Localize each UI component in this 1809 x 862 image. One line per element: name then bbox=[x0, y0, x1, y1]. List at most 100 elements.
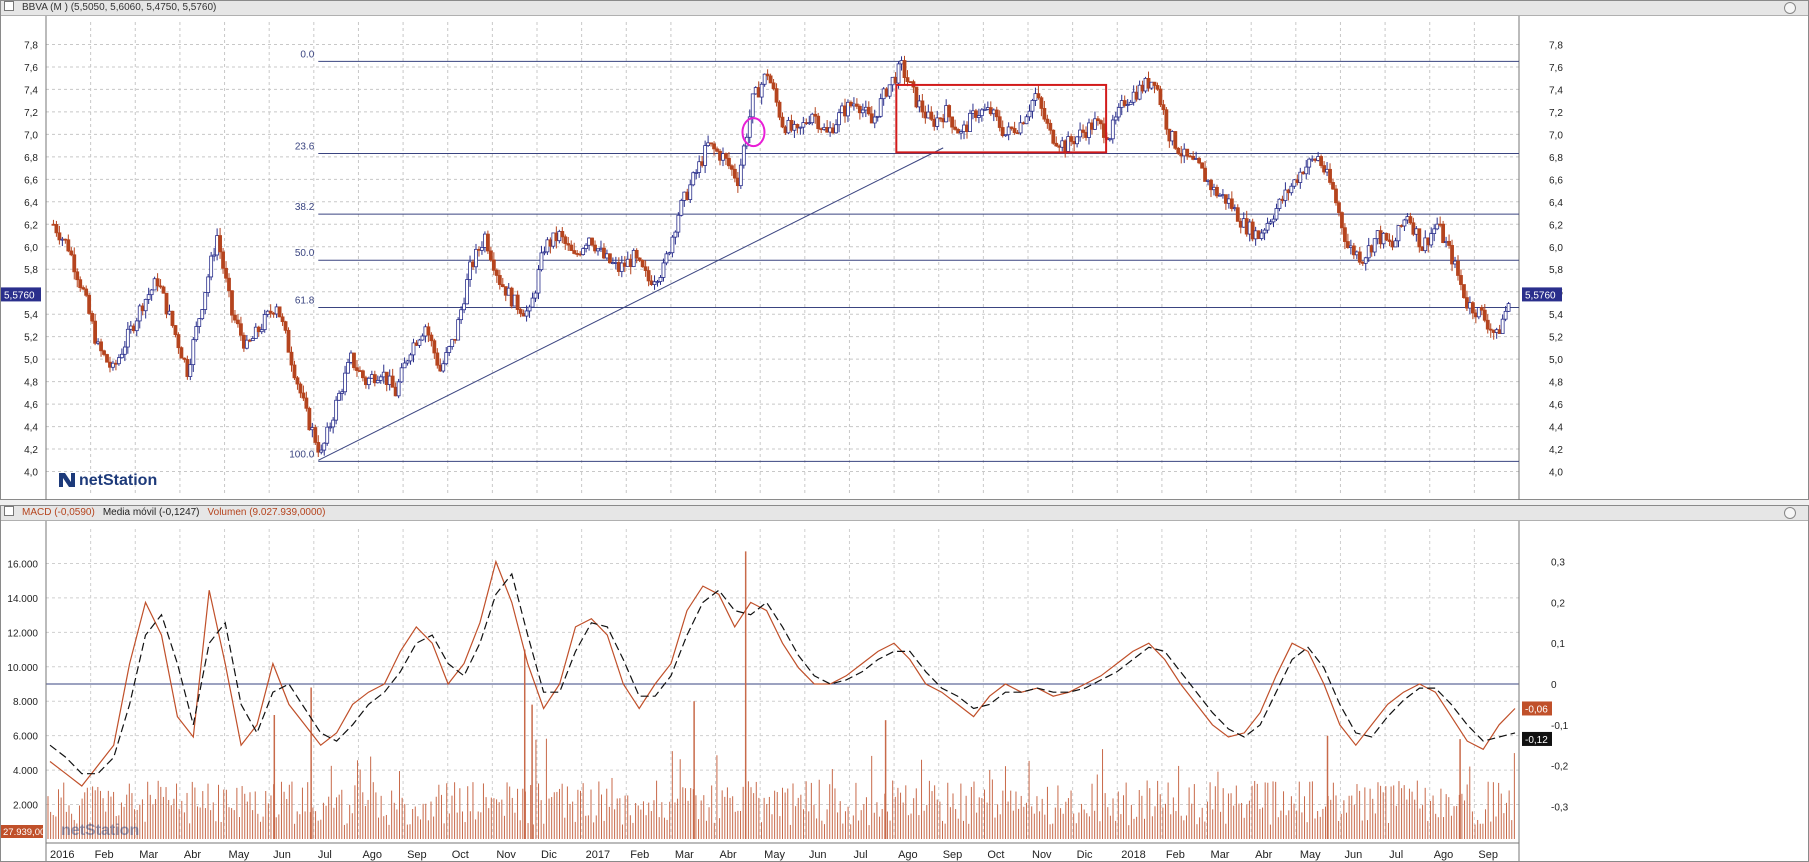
candle-body bbox=[548, 239, 553, 247]
candle-body bbox=[813, 113, 818, 117]
signal-last-label: -0,12 bbox=[1525, 735, 1548, 746]
panel-menu-icon[interactable] bbox=[4, 1, 14, 11]
candle-body bbox=[688, 184, 693, 201]
candle-body bbox=[780, 116, 785, 128]
candle-body bbox=[1173, 131, 1178, 149]
candle-body bbox=[1057, 145, 1062, 148]
candle-body bbox=[890, 76, 895, 86]
candle-body bbox=[197, 318, 202, 327]
y-tick-left: 7,4 bbox=[24, 85, 38, 96]
x-tick-label: Ago bbox=[1434, 849, 1454, 861]
watermark: netStation bbox=[79, 472, 157, 489]
candle-body bbox=[1485, 319, 1490, 330]
candle-body bbox=[54, 224, 59, 234]
y-tick-left: 6,0 bbox=[24, 243, 38, 254]
candle-body bbox=[1021, 122, 1026, 125]
candle-body bbox=[84, 288, 89, 296]
macd-last-label: -0,06 bbox=[1525, 704, 1548, 715]
candle-body bbox=[706, 142, 711, 146]
macd-tag bbox=[1522, 701, 1552, 716]
candle-body bbox=[1378, 230, 1383, 245]
candle-body bbox=[435, 352, 440, 366]
y-tick-right: 7,0 bbox=[1549, 130, 1563, 141]
candle-body bbox=[179, 347, 184, 359]
candle-body bbox=[1191, 155, 1196, 160]
candle-body bbox=[250, 338, 255, 342]
candle-body bbox=[140, 305, 145, 312]
candle-body bbox=[932, 118, 937, 127]
candle-body bbox=[643, 266, 648, 271]
candle-body bbox=[1072, 141, 1077, 145]
candle-body bbox=[846, 101, 850, 117]
candle-body bbox=[1030, 100, 1035, 112]
candle-body bbox=[378, 376, 383, 381]
candle-body bbox=[438, 364, 443, 372]
candle-body bbox=[343, 372, 347, 393]
candle-body bbox=[1036, 93, 1041, 99]
price-chart[interactable]: 4,0 4,0 4,2 4,2 4,4 4,4 4,6 4,6 4,8 4,8 5,0 5,0 5,2 5… bbox=[1, 16, 1808, 500]
candle-body bbox=[1345, 241, 1350, 248]
candle-body bbox=[456, 319, 461, 341]
candle-body bbox=[1468, 302, 1472, 309]
x-tick-label: Jul bbox=[318, 849, 332, 861]
candle-body bbox=[1482, 309, 1487, 321]
last-price-left: 5,5760 bbox=[4, 290, 35, 301]
candle-body bbox=[1322, 165, 1326, 173]
candle-body bbox=[149, 289, 154, 296]
candle-body bbox=[908, 81, 913, 83]
candle-body bbox=[1343, 227, 1347, 242]
candle-body bbox=[1149, 81, 1154, 89]
candle-body bbox=[1078, 129, 1082, 138]
candle-body bbox=[1003, 134, 1008, 137]
candle-body bbox=[405, 360, 410, 364]
candle-body bbox=[1396, 225, 1401, 242]
candle-body bbox=[221, 251, 225, 269]
candle-body bbox=[840, 105, 844, 114]
y-tick-left: 6,4 bbox=[24, 198, 38, 209]
y-tick-left: 7,6 bbox=[24, 63, 38, 74]
candle-body bbox=[1015, 132, 1020, 135]
candle-body bbox=[1247, 221, 1252, 235]
indicator-close-icon[interactable] bbox=[1784, 507, 1796, 519]
candle-body bbox=[569, 244, 574, 251]
candle-body bbox=[1226, 198, 1231, 204]
x-tick-label: Nov bbox=[496, 849, 516, 861]
candle-body bbox=[170, 310, 175, 326]
candle-body bbox=[810, 113, 815, 124]
indicator-menu-icon[interactable] bbox=[4, 506, 14, 516]
candle-body bbox=[956, 129, 960, 134]
price-panel: BBVA (M ) (5,5050, 5,6060, 5,4750, 5,576… bbox=[0, 0, 1809, 500]
candle-body bbox=[578, 253, 583, 256]
candle-body bbox=[447, 346, 452, 353]
candle-body bbox=[494, 269, 499, 276]
candle-body bbox=[396, 381, 401, 397]
candle-body bbox=[355, 367, 359, 371]
candle-body bbox=[1423, 237, 1428, 252]
panel-close-icon[interactable] bbox=[1784, 2, 1796, 14]
candle-body bbox=[732, 168, 737, 179]
netstation-logo-icon bbox=[59, 473, 75, 487]
candle-body bbox=[798, 126, 803, 129]
candle-body bbox=[122, 346, 127, 355]
candle-body bbox=[804, 122, 809, 124]
candle-body bbox=[1164, 109, 1169, 130]
x-tick-label: May bbox=[229, 849, 250, 861]
candle-body bbox=[423, 326, 428, 337]
candle-body bbox=[947, 105, 952, 118]
candle-body bbox=[1319, 156, 1324, 166]
candle-body bbox=[1256, 230, 1261, 239]
indicator-chart[interactable]: 2.000 4.000 6.000 8.000 10.000 12.000 14.000 16… bbox=[1, 521, 1808, 861]
candle-body bbox=[51, 223, 56, 226]
candle-body bbox=[262, 314, 267, 331]
candle-body bbox=[390, 375, 395, 388]
candle-body bbox=[1244, 218, 1249, 235]
candle-body bbox=[1402, 219, 1407, 227]
candle-body bbox=[375, 380, 380, 384]
candle-body bbox=[78, 279, 83, 289]
candle-body bbox=[224, 267, 228, 279]
candle-body bbox=[1197, 158, 1202, 164]
candle-body bbox=[75, 271, 80, 281]
candle-body bbox=[1399, 225, 1404, 227]
candle-body bbox=[625, 258, 630, 267]
macd-tick: -0,1 bbox=[1551, 721, 1569, 732]
